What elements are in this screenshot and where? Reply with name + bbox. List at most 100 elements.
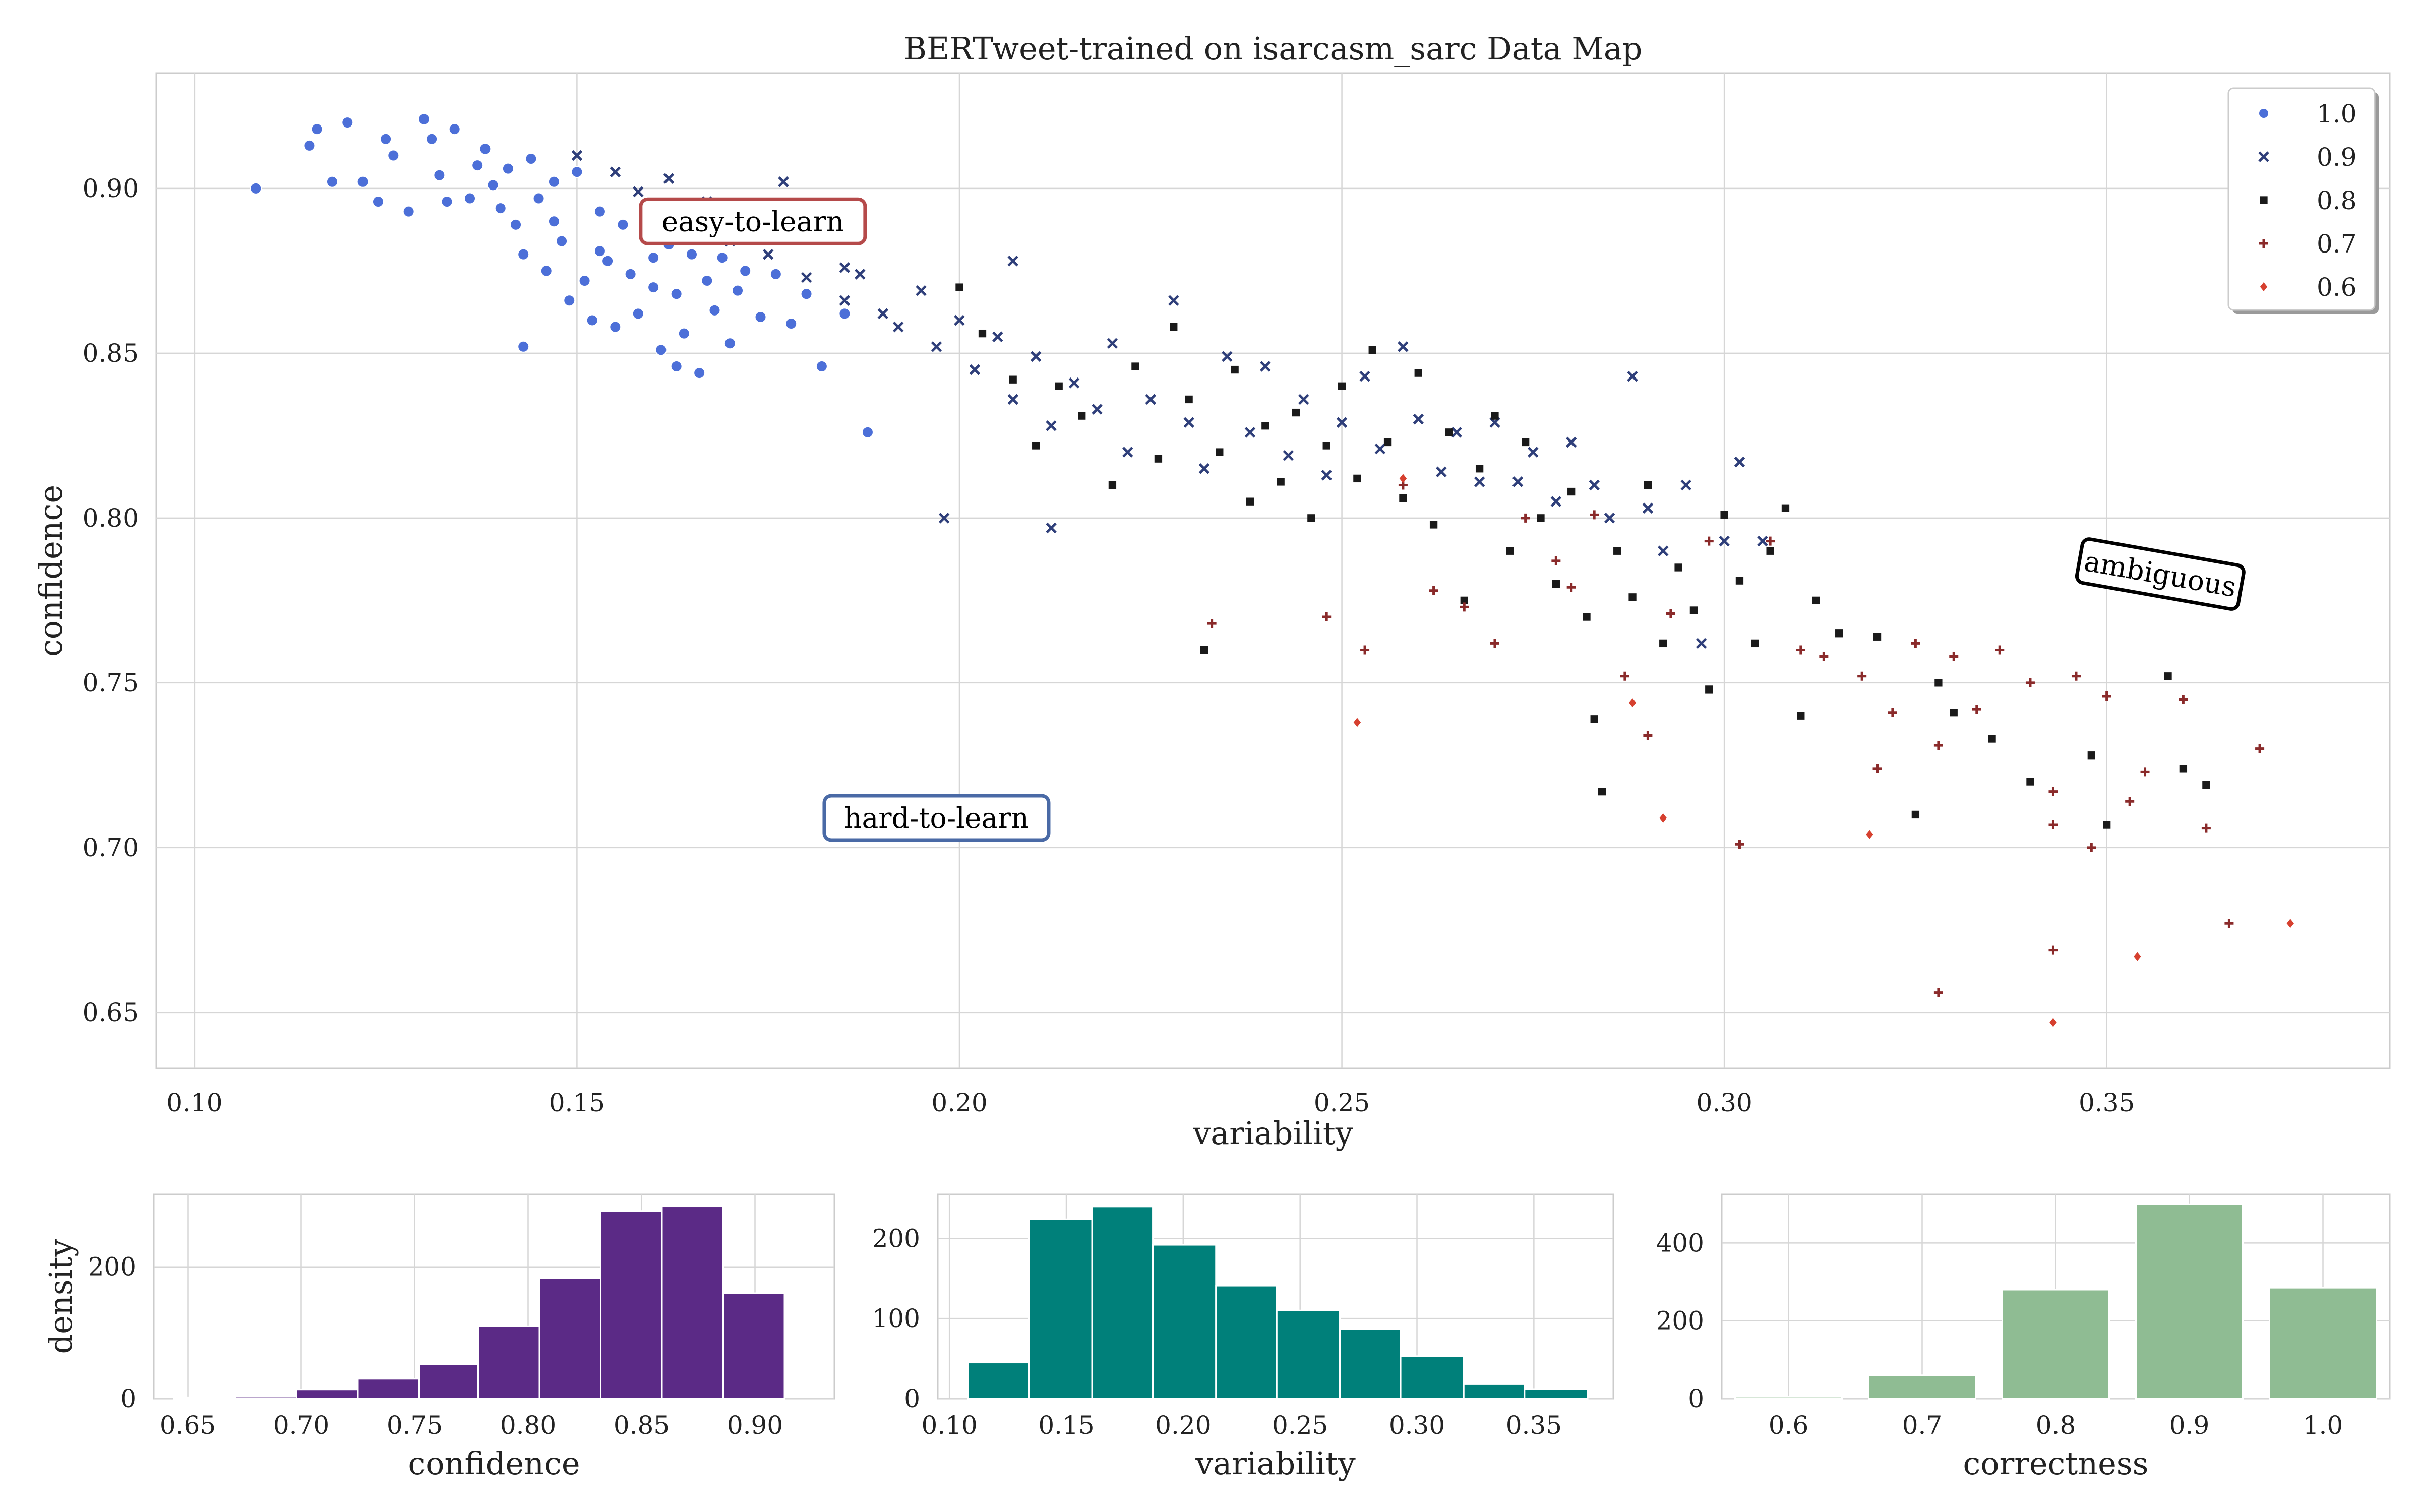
data-point <box>494 202 507 215</box>
data-point <box>441 196 453 208</box>
data-point <box>1231 365 1239 374</box>
data-point <box>610 166 621 177</box>
data-point <box>1628 593 1637 601</box>
data-point <box>1107 338 1118 349</box>
data-point <box>1590 510 1599 520</box>
x-tick-label: 0.65 <box>160 1411 216 1440</box>
data-point <box>1735 577 1744 585</box>
data-point <box>1260 361 1271 372</box>
data-point <box>571 150 583 161</box>
y-tick-label: 200 <box>1656 1306 1704 1336</box>
data-point <box>1200 646 1208 654</box>
data-point <box>1911 639 1920 648</box>
data-point <box>1583 613 1591 621</box>
data-point <box>1674 563 1682 572</box>
data-point <box>1857 671 1867 681</box>
data-point <box>1429 586 1438 595</box>
data-point <box>647 251 660 264</box>
data-point <box>1628 698 1637 708</box>
data-point <box>1298 394 1309 405</box>
data-point <box>1007 394 1018 405</box>
data-point <box>1719 535 1730 547</box>
data-point <box>311 123 323 136</box>
data-point <box>525 153 537 165</box>
data-point <box>2179 765 2188 773</box>
data-point <box>548 215 560 228</box>
data-point <box>877 308 889 320</box>
data-point <box>2286 919 2294 928</box>
data-point <box>1613 547 1621 555</box>
data-point <box>1598 788 1606 796</box>
data-point <box>2164 672 2172 680</box>
data-point <box>785 318 798 330</box>
x-tick-label: 0.20 <box>1155 1411 1211 1440</box>
data-point <box>617 218 629 231</box>
data-point <box>2255 744 2265 753</box>
data-point <box>754 310 767 323</box>
histogram-bar <box>357 1378 420 1400</box>
data-point <box>916 285 927 296</box>
annotation-box: hard-to-learn <box>822 794 1051 842</box>
data-point <box>1007 255 1018 267</box>
data-point <box>471 159 484 172</box>
x-tick-label: 1.0 <box>2303 1411 2343 1440</box>
y-tick-label: 400 <box>1656 1228 1704 1257</box>
data-point <box>1528 447 1539 458</box>
data-point <box>1590 715 1598 723</box>
confidence-histogram: 0.65 0.70 0.75 0.80 0.85 0.90 0 200 confidence de… <box>42 1193 835 1482</box>
histogram-bar <box>1152 1244 1217 1400</box>
data-point <box>1972 705 1981 714</box>
x-tick-label: 0.70 <box>273 1411 329 1440</box>
variability-histogram: 0.10 0.15 0.20 0.25 0.30 0.35 0 100 200 variabili… <box>872 1193 1614 1482</box>
data-point <box>1207 619 1217 628</box>
data-point <box>1797 712 1805 720</box>
legend-label: 0.7 <box>2317 229 2357 259</box>
data-point <box>1292 408 1300 417</box>
data-point <box>548 175 560 188</box>
data-point <box>532 192 545 205</box>
annotation-label: hard-to-learn <box>844 802 1029 834</box>
histogram-bar <box>1868 1374 1976 1400</box>
histogram-bar <box>1400 1355 1465 1400</box>
data-point <box>762 248 774 260</box>
data-point <box>1353 474 1361 483</box>
data-point <box>1873 633 1882 641</box>
data-point <box>1566 583 1576 592</box>
data-point <box>1445 428 1453 436</box>
histogram-bar <box>234 1396 297 1400</box>
data-point <box>540 265 553 277</box>
data-point <box>1046 522 1057 534</box>
data-point <box>1374 443 1386 455</box>
data-point <box>978 329 987 338</box>
data-point <box>1819 652 1829 661</box>
data-point <box>1888 708 1897 717</box>
annotation-label: easy-to-learn <box>662 205 844 237</box>
data-point <box>1796 645 1805 655</box>
data-point <box>1933 741 1943 750</box>
data-point <box>1680 479 1692 491</box>
data-point <box>487 179 499 192</box>
y-tick-label: 200 <box>88 1252 136 1282</box>
histogram-bar <box>600 1210 663 1400</box>
data-point <box>732 284 744 297</box>
x-axis-label: variability <box>1195 1445 1356 1482</box>
data-point <box>1550 496 1562 507</box>
y-tick-label: 100 <box>872 1304 920 1333</box>
x-tick-label: 0.25 <box>1314 1088 1370 1117</box>
legend-marker <box>2258 108 2269 119</box>
data-point <box>801 272 812 283</box>
data-point <box>693 367 706 380</box>
data-point <box>586 314 598 327</box>
plot-area <box>155 72 2391 1069</box>
data-point <box>1322 442 1330 450</box>
data-point <box>380 133 392 145</box>
data-point <box>1460 602 1469 612</box>
data-point <box>739 265 752 277</box>
x-tick-label: 0.15 <box>549 1088 605 1117</box>
legend-marker <box>2258 151 2269 162</box>
data-point <box>1659 813 1667 823</box>
data-point <box>1092 404 1103 415</box>
data-point <box>1995 645 2005 655</box>
data-point <box>417 113 430 125</box>
data-point <box>1766 536 1775 546</box>
